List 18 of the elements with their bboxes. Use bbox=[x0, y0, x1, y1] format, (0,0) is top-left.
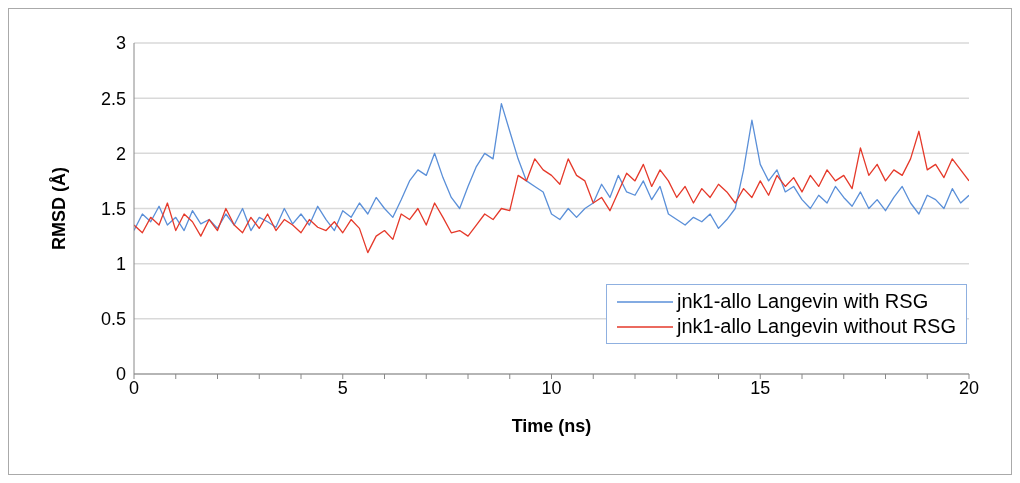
x-axis-title: Time (ns) bbox=[511, 416, 592, 436]
y-tick-label: 2.5 bbox=[100, 88, 126, 109]
y-tick-label: 0 bbox=[115, 364, 126, 385]
line-series bbox=[134, 130, 969, 254]
y-tick-label: 2 bbox=[115, 143, 126, 164]
legend-label: jnk1-allo Langevin with RSG bbox=[676, 289, 929, 314]
y-tick-label: 3 bbox=[115, 33, 126, 54]
x-tick-label: 0 bbox=[128, 377, 140, 398]
y-tick-label: 0.5 bbox=[100, 309, 126, 330]
legend-label: jnk1-allo Langevin without RSG bbox=[676, 314, 956, 339]
x-tick-label: 20 bbox=[958, 377, 980, 398]
y-axis-title: RMSD (Å) bbox=[49, 167, 70, 250]
y-tick-label: 1.5 bbox=[100, 198, 126, 219]
line-series bbox=[134, 103, 969, 232]
x-tick-label: 15 bbox=[750, 377, 771, 398]
y-tick-label: 1 bbox=[115, 254, 126, 275]
x-tick-label: 5 bbox=[337, 377, 348, 398]
x-tick-label: 10 bbox=[541, 377, 562, 398]
